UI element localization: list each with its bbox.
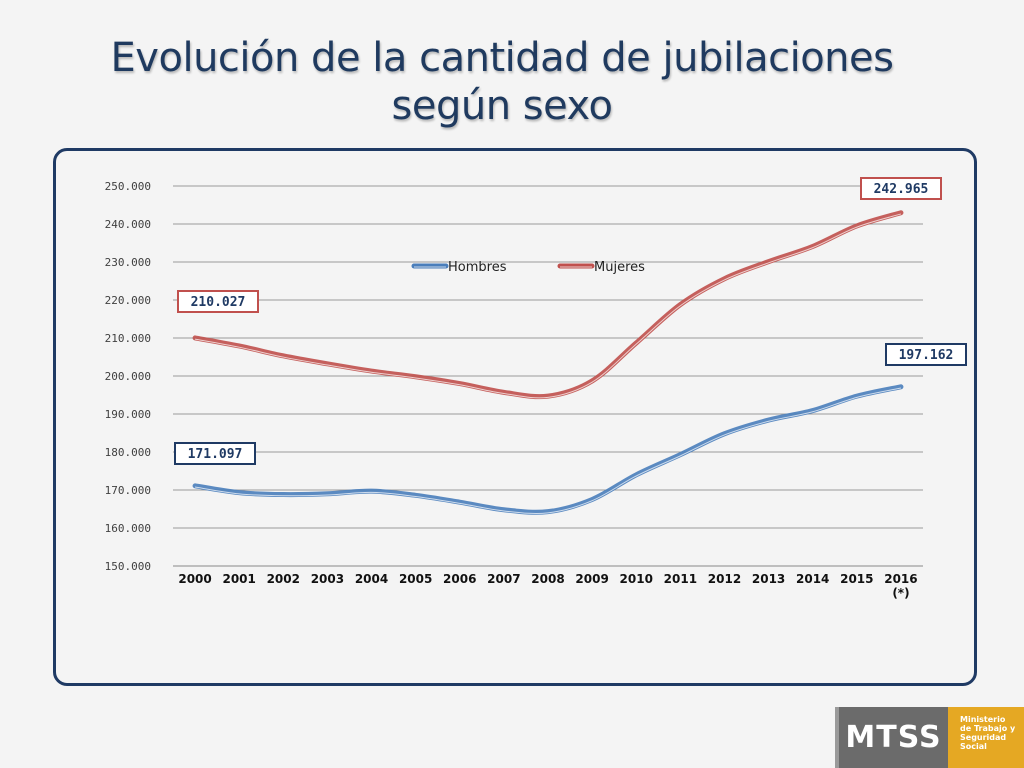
x-tick-label: (*) xyxy=(892,586,909,600)
x-tick-label: 2003 xyxy=(311,572,344,586)
logo-text: Ministerio de Trabajo y Seguridad Social xyxy=(948,707,1024,768)
y-tick-label: 180.000 xyxy=(105,446,151,459)
logo-text-line: Ministerio xyxy=(960,715,1006,724)
y-tick-label: 200.000 xyxy=(105,370,151,383)
callout-label: 242.965 xyxy=(874,182,929,197)
mtss-logo: MTSS Ministerio de Trabajo y Seguridad S… xyxy=(835,707,1024,768)
x-tick-label: 2000 xyxy=(178,572,211,586)
callout-box xyxy=(177,290,259,313)
x-tick-label: 2001 xyxy=(222,572,255,586)
x-tick-label: 2004 xyxy=(355,572,388,586)
x-tick-label: 2009 xyxy=(575,572,608,586)
series-line-hombres xyxy=(192,384,904,515)
logo-text-line: Social xyxy=(960,742,987,751)
y-tick-label: 230.000 xyxy=(105,256,151,269)
slide-title: Evolución de la cantidad de jubilaciones… xyxy=(0,34,1004,130)
x-tick-label: 2013 xyxy=(752,572,785,586)
legend-label-hombres: Hombres xyxy=(448,260,507,275)
chart-frame: 150.000 160.000 170.000 180.000 190.000 200.0… xyxy=(53,148,977,686)
x-tick-label: 2010 xyxy=(620,572,653,586)
x-tick-label: 2005 xyxy=(399,572,432,586)
y-tick-label: 170.000 xyxy=(105,484,151,497)
x-tick-label: 2006 xyxy=(443,572,476,586)
y-tick-label: 190.000 xyxy=(105,408,151,421)
callout-label: 210.027 xyxy=(191,295,246,310)
x-tick-label: 2007 xyxy=(487,572,520,586)
logo-mark: MTSS xyxy=(835,707,948,768)
logo-text-line: de Trabajo y xyxy=(960,724,1016,733)
slide-title-line1: Evolución de la cantidad de jubilaciones xyxy=(110,35,894,81)
y-tick-label: 150.000 xyxy=(105,560,151,573)
series-highlight-hombres xyxy=(194,387,902,515)
callout-label: 171.097 xyxy=(188,447,243,462)
y-tick-label: 210.000 xyxy=(105,332,151,345)
legend-label-mujeres: Mujeres xyxy=(594,260,645,275)
callout-box xyxy=(860,177,942,200)
series-highlight-mujeres xyxy=(194,213,902,399)
x-tick-label: 2016 xyxy=(884,572,917,586)
y-tick-label: 160.000 xyxy=(105,522,151,535)
callout-box xyxy=(174,442,256,465)
x-tick-label: 2015 xyxy=(840,572,873,586)
x-tick-label: 2008 xyxy=(531,572,564,586)
line-chart: 150.000 160.000 170.000 180.000 190.000 200.0… xyxy=(105,177,967,600)
callout-label: 197.162 xyxy=(899,348,954,363)
callout-box xyxy=(885,343,967,366)
x-tick-label: 2012 xyxy=(708,572,741,586)
x-tick-label: 2011 xyxy=(664,572,697,586)
x-tick-label: 2002 xyxy=(267,572,300,586)
series-line-mujeres xyxy=(192,210,904,400)
slide-title-line2: según sexo xyxy=(391,83,613,129)
y-tick-label: 250.000 xyxy=(105,180,151,193)
y-tick-label: 220.000 xyxy=(105,294,151,307)
x-tick-label: 2014 xyxy=(796,572,829,586)
y-tick-label: 240.000 xyxy=(105,218,151,231)
logo-text-line: Seguridad xyxy=(960,733,1007,742)
